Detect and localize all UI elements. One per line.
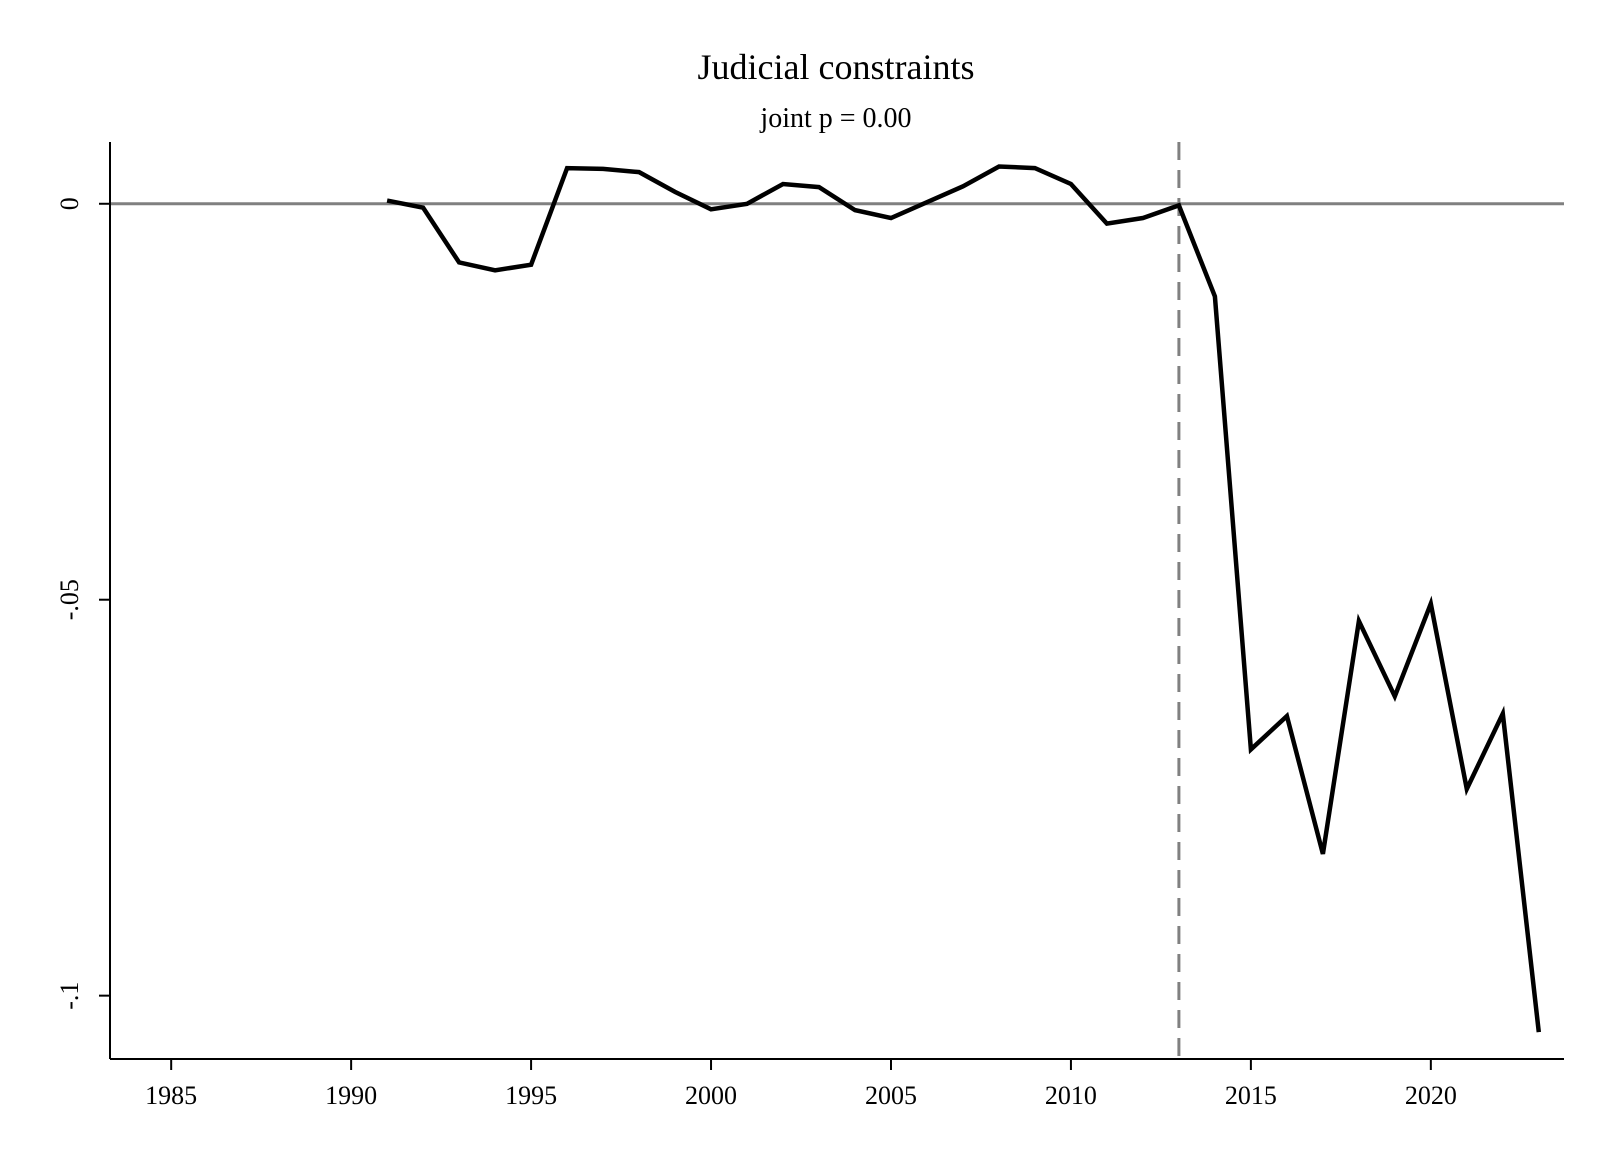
x-tick-label: 1990 [325, 1081, 377, 1110]
y-tick-label: 0 [55, 197, 84, 210]
x-tick-label: 1985 [145, 1081, 197, 1110]
y-tick-label: -.1 [55, 982, 84, 1010]
x-tick-label: 2015 [1225, 1081, 1277, 1110]
series-line-0 [386, 164, 1542, 1033]
series-layer [386, 164, 1542, 1033]
x-tick-label: 2010 [1045, 1081, 1097, 1110]
x-tick-label: 2000 [685, 1081, 737, 1110]
x-tick-label: 2020 [1405, 1081, 1457, 1110]
chart-subtitle: joint p = 0.00 [759, 103, 911, 134]
x-tick-label: 1995 [505, 1081, 557, 1110]
y-tick-label: -.05 [55, 579, 84, 620]
reference-lines [110, 142, 1564, 1059]
chart-title: Judicial constraints [698, 47, 975, 87]
axes: 1985 1990 1995 2000 2005 2010 2015 2020 0 -.05 -.1 [55, 142, 1564, 1110]
x-tick-label: 2005 [865, 1081, 917, 1110]
